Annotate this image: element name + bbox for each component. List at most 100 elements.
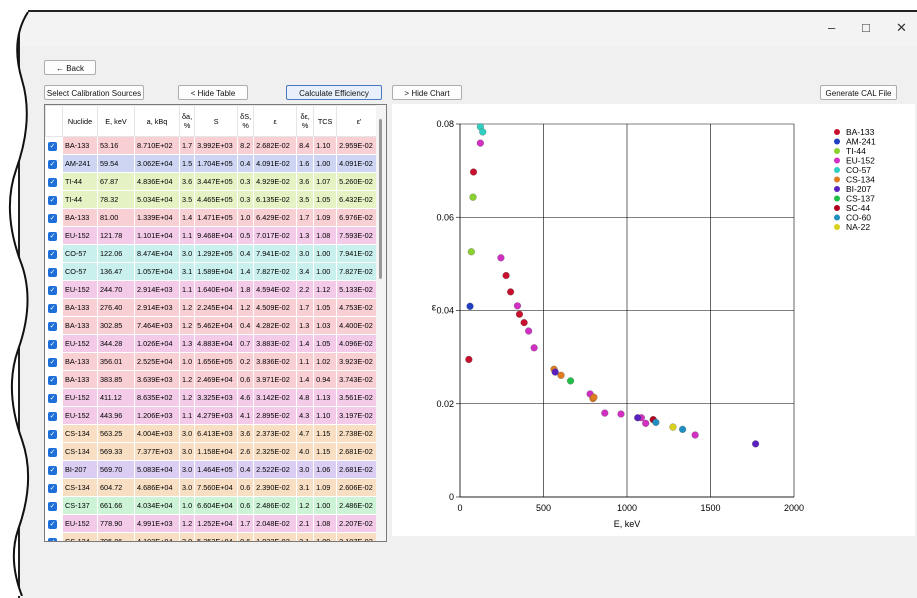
table-cell[interactable]: 795.86 xyxy=(97,532,135,541)
table-cell[interactable]: 443.96 xyxy=(97,406,135,425)
table-cell[interactable]: 383.85 xyxy=(97,370,135,389)
table-cell[interactable]: 53.16 xyxy=(97,136,135,155)
table-row[interactable]: ✓ CO-57 122.06 8.474E+04 3.0 1.292E+05 0.4 7.94… xyxy=(45,244,383,263)
checkbox-checked-icon[interactable]: ✓ xyxy=(48,285,57,295)
table-cell[interactable]: 4.929E-02 xyxy=(253,172,298,191)
table-cell[interactable]: 1.2 xyxy=(178,514,196,533)
table-cell[interactable]: 5.083E+04 xyxy=(134,460,180,479)
table-cell[interactable]: 1.00 xyxy=(313,244,338,263)
hide-chart-button[interactable]: > Hide Chart xyxy=(392,85,462,100)
table-cell[interactable]: 0.6 xyxy=(237,370,255,389)
table-cell[interactable]: 661.66 xyxy=(97,496,135,515)
table-cell[interactable]: 1.13 xyxy=(313,388,338,407)
table-row[interactable]: ✓ EU-152 244.70 2.914E+03 1.1 1.640E+04 1.8 4.5… xyxy=(45,280,383,299)
table-cell[interactable]: EU-152 xyxy=(62,280,98,299)
table-cell[interactable]: 3.836E-02 xyxy=(253,352,298,371)
table-cell[interactable]: 1.09 xyxy=(313,532,338,541)
table-cell[interactable]: 4.7 xyxy=(296,424,315,443)
table-cell[interactable]: 1.2 xyxy=(178,388,196,407)
checkbox-checked-icon[interactable]: ✓ xyxy=(48,519,57,529)
table-cell[interactable]: 5.462E+04 xyxy=(194,316,239,335)
table-cell[interactable]: 4.400E-02 xyxy=(336,316,383,335)
table-cell[interactable]: 78.32 xyxy=(97,190,135,209)
table-cell[interactable]: 4.004E+03 xyxy=(134,424,180,443)
table-cell[interactable]: 2.914E+03 xyxy=(134,280,180,299)
table-cell[interactable]: 3.6 xyxy=(237,424,255,443)
checkbox-checked-icon[interactable]: ✓ xyxy=(48,177,57,187)
table-cell[interactable]: 3.142E-02 xyxy=(253,388,298,407)
table-cell[interactable]: BA-133 xyxy=(62,208,98,227)
checkbox-checked-icon[interactable]: ✓ xyxy=(48,447,57,457)
table-cell[interactable]: CO-57 xyxy=(62,244,98,263)
row-checkbox[interactable]: ✓ xyxy=(45,496,63,515)
table-row[interactable]: ✓ EU-152 443.96 1.206E+03 1.1 4.279E+03 4.1 2.8… xyxy=(45,406,383,425)
table-cell[interactable]: 1.06 xyxy=(313,460,338,479)
table-cell[interactable]: 3.0 xyxy=(178,460,196,479)
table-cell[interactable]: 7.017E-02 xyxy=(253,226,298,245)
table-cell[interactable]: 1.101E+04 xyxy=(134,226,180,245)
table-cell[interactable]: 0.7 xyxy=(237,334,255,353)
table-cell[interactable]: 2.606E-02 xyxy=(336,478,383,497)
row-checkbox[interactable]: ✓ xyxy=(45,316,63,335)
table-cell[interactable]: 1.3 xyxy=(296,226,315,245)
checkbox-checked-icon[interactable]: ✓ xyxy=(48,393,57,403)
table-cell[interactable]: 3.0 xyxy=(178,532,196,541)
table-cell[interactable]: 1.2 xyxy=(178,298,196,317)
table-cell[interactable]: 1.2 xyxy=(296,496,315,515)
table-cell[interactable]: 3.5 xyxy=(296,190,315,209)
table-cell[interactable]: CS-137 xyxy=(62,496,98,515)
table-cell[interactable]: 136.47 xyxy=(97,262,135,281)
table-cell[interactable]: 1.1 xyxy=(296,352,315,371)
table-cell[interactable]: 2.390E-02 xyxy=(253,478,298,497)
table-cell[interactable]: 2.486E-02 xyxy=(336,496,383,515)
table-cell[interactable]: 1.292E+05 xyxy=(194,244,239,263)
table-cell[interactable]: CS-134 xyxy=(62,424,98,443)
table-cell[interactable]: BA-133 xyxy=(62,352,98,371)
scrollbar-thumb[interactable] xyxy=(379,119,382,279)
table-cell[interactable]: 1.05 xyxy=(313,334,338,353)
table-row[interactable]: ✓ EU-152 121.78 1.101E+04 1.1 9.468E+04 0.5 7.0… xyxy=(45,226,383,245)
table-cell[interactable]: 6.432E-02 xyxy=(336,190,383,209)
generate-cal-button[interactable]: Generate CAL File xyxy=(820,85,897,100)
table-cell[interactable]: 5.260E-02 xyxy=(336,172,383,191)
row-checkbox[interactable]: ✓ xyxy=(45,262,63,281)
table-cell[interactable]: 2.1 xyxy=(296,514,315,533)
table-cell[interactable]: 3.0 xyxy=(178,442,196,461)
table-cell[interactable]: 2.2 xyxy=(296,280,315,299)
table-cell[interactable]: 1.3 xyxy=(178,334,196,353)
table-cell[interactable]: 1.09 xyxy=(313,208,338,227)
table-cell[interactable]: 778.90 xyxy=(97,514,135,533)
table-cell[interactable]: BA-133 xyxy=(62,370,98,389)
table-cell[interactable]: 0.3 xyxy=(237,190,255,209)
table-cell[interactable]: 4.883E+04 xyxy=(194,334,239,353)
table-cell[interactable]: 0.5 xyxy=(237,226,255,245)
table-cell[interactable]: 411.12 xyxy=(97,388,135,407)
table-cell[interactable]: 276.40 xyxy=(97,298,135,317)
checkbox-checked-icon[interactable]: ✓ xyxy=(48,321,57,331)
table-cell[interactable]: 1.4 xyxy=(178,208,196,227)
table-cell[interactable]: 4.091E-02 xyxy=(253,154,298,173)
table-row[interactable]: ✓ EU-152 778.90 4.991E+03 1.2 1.252E+04 1.7 2.0… xyxy=(45,514,383,533)
table-row[interactable]: ✓ BA-133 383.85 3.639E+03 1.2 2.469E+04 0.6 3.9… xyxy=(45,370,383,389)
table-cell[interactable]: 0.94 xyxy=(313,370,338,389)
table-cell[interactable]: BA-133 xyxy=(62,298,98,317)
table-cell[interactable]: 2.325E-02 xyxy=(253,442,298,461)
table-cell[interactable]: 1.656E+05 xyxy=(194,352,239,371)
table-cell[interactable]: 4.753E-02 xyxy=(336,298,383,317)
table-cell[interactable]: 3.197E-02 xyxy=(336,406,383,425)
table-cell[interactable]: 1.640E+04 xyxy=(194,280,239,299)
table-cell[interactable]: 3.4 xyxy=(296,262,315,281)
calculate-efficiency-button[interactable]: Calculate Efficiency xyxy=(286,85,382,100)
table-row[interactable]: ✓ EU-152 411.12 8.635E+02 1.2 3.325E+03 4.6 3.1… xyxy=(45,388,383,407)
table-cell[interactable]: 1.3 xyxy=(296,316,315,335)
table-cell[interactable]: 2.469E+04 xyxy=(194,370,239,389)
row-checkbox[interactable]: ✓ xyxy=(45,190,63,209)
table-cell[interactable]: 0.6 xyxy=(237,532,255,541)
table-cell[interactable]: 3.883E-02 xyxy=(253,334,298,353)
row-checkbox[interactable]: ✓ xyxy=(45,298,63,317)
row-checkbox[interactable]: ✓ xyxy=(45,532,63,541)
table-cell[interactable]: TI-44 xyxy=(62,172,98,191)
table-cell[interactable]: 7.941E-02 xyxy=(336,244,383,263)
table-cell[interactable]: 0.4 xyxy=(237,244,255,263)
table-cell[interactable]: 3.992E+03 xyxy=(194,136,239,155)
